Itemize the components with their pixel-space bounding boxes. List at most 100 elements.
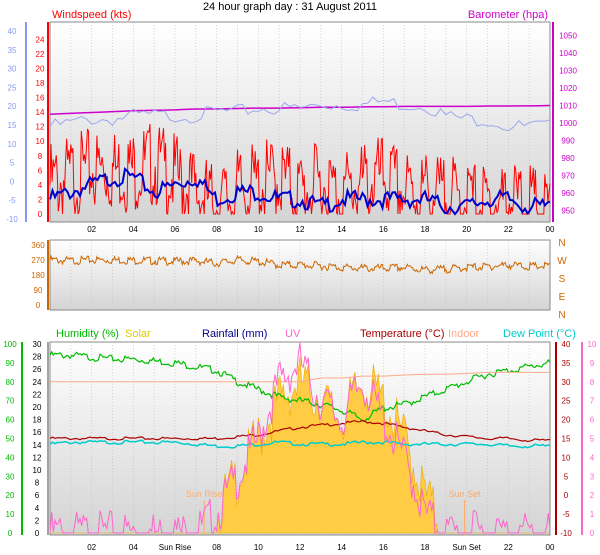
baro-tick-label: 1050 (559, 32, 577, 41)
humidity-tick-label: 90 (6, 359, 15, 368)
uv-tick-label: 8 (590, 378, 595, 387)
humidity-tick-label: 40 (6, 453, 15, 462)
uv-tick-label: 1 (590, 510, 595, 519)
indoor-temp-line (50, 371, 550, 383)
temp-right-tick-label: 25 (562, 397, 571, 406)
wind-outer-tick-label: 40 (8, 27, 17, 36)
x-tick-label: 04 (129, 225, 138, 234)
temp-left-tick-label: 12 (33, 453, 42, 462)
legend-label: Solar (125, 328, 151, 340)
compass-tick-label: N (558, 310, 565, 321)
legend-label: Rainfall (mm) (202, 328, 267, 340)
wind-outer-tick-label: -10 (6, 215, 18, 224)
uv-tick-label: 4 (590, 453, 595, 462)
temp-left-tick-label: 28 (33, 353, 42, 362)
compass-tick-label: E (559, 292, 566, 303)
x-tick-label-bottom: 16 (379, 543, 388, 552)
wind-tick-label: 24 (36, 35, 45, 44)
x-tick-label: 06 (171, 225, 180, 234)
legend-label: Dew Point (°C) (503, 328, 576, 340)
uv-tick-label: 10 (588, 340, 597, 349)
wind-tick-label: 0 (38, 210, 43, 219)
chart-title: 24 hour graph day : 31 August 2011 (203, 1, 377, 13)
x-tick-label: 00 (546, 225, 555, 234)
compass-tick-label: N (558, 238, 565, 249)
direction-tick-label: 270 (31, 256, 45, 265)
compass-tick-label: W (557, 256, 567, 267)
x-tick-label: 20 (462, 225, 471, 234)
x-tick-label-bottom: Sun Set (452, 543, 481, 552)
baro-tick-label: 1000 (559, 119, 577, 128)
sun-marker-label: Sun Set (449, 489, 482, 499)
wind-outer-tick-label: 35 (8, 46, 17, 55)
temp-left-tick-label: 24 (33, 378, 42, 387)
x-tick-label-bottom: Sun Rise (159, 543, 192, 552)
uv-line (49, 342, 551, 535)
temp-right-tick-label: 5 (564, 472, 569, 481)
wind-tick-label: 14 (36, 108, 45, 117)
temp-left-tick-label: 20 (33, 403, 42, 412)
dew-point-line (49, 439, 551, 449)
x-tick-label: 10 (254, 225, 263, 234)
x-tick-label-bottom: 22 (504, 543, 513, 552)
x-tick-label-bottom: 14 (337, 543, 346, 552)
baro-tick-label: 980 (561, 154, 575, 163)
uv-tick-label: 9 (590, 359, 595, 368)
x-tick-label-bottom: 08 (212, 543, 221, 552)
x-tick-label-bottom: 10 (254, 543, 263, 552)
x-tick-label-bottom: 12 (296, 543, 305, 552)
baro-tick-label: 1020 (559, 84, 577, 93)
uv-tick-label: 7 (590, 397, 595, 406)
baro-tick-label: 1040 (559, 49, 577, 58)
legend-label: Indoor (448, 328, 480, 340)
temp-right-tick-label: 10 (562, 453, 571, 462)
temp-left-tick-label: 30 (33, 340, 42, 349)
temp-left-tick-label: 0 (35, 529, 40, 538)
wind-tick-label: 10 (36, 137, 45, 146)
x-tick-label: 12 (296, 225, 305, 234)
direction-tick-label: 360 (31, 241, 45, 250)
legend-label: Humidity (%) (56, 328, 119, 340)
humidity-tick-label: 30 (6, 472, 15, 481)
wind-outer-tick-label: 10 (8, 140, 17, 149)
temperature-line (49, 419, 551, 443)
direction-tick-label: 0 (36, 301, 41, 310)
temp-right-tick-label: 20 (562, 416, 571, 425)
uv-tick-label: 6 (590, 416, 595, 425)
wind-outer-tick-label: 25 (8, 83, 17, 92)
baro-tick-label: 950 (561, 207, 575, 216)
direction-tick-label: 90 (34, 286, 43, 295)
baro-tick-label: 990 (561, 137, 575, 146)
temp-right-tick-label: 35 (562, 359, 571, 368)
wind-outer-tick-label: 15 (8, 121, 17, 130)
direction-plot-area (49, 239, 551, 311)
direction-line (49, 254, 551, 275)
direction-tick-label: 180 (31, 271, 45, 280)
x-tick-label: 02 (87, 225, 96, 234)
temp-left-tick-label: 4 (35, 504, 40, 513)
wind-tick-label: 20 (36, 64, 45, 73)
wind-tick-label: 12 (36, 123, 45, 132)
wind-outer-tick-label: -5 (8, 196, 16, 205)
humidity-tick-label: 10 (6, 510, 15, 519)
uv-tick-label: 0 (590, 529, 595, 538)
gust-line (49, 96, 551, 132)
humidity-tick-label: 0 (8, 529, 13, 538)
baro-axis-title: Barometer (hpa) (468, 9, 548, 21)
compass-tick-label: S (559, 274, 566, 285)
uv-tick-label: 5 (590, 435, 595, 444)
wind-outer-tick-label: 0 (10, 177, 15, 186)
baro-tick-label: 1030 (559, 67, 577, 76)
wind-tick-label: 8 (38, 152, 43, 161)
uv-tick-label: 3 (590, 472, 595, 481)
wind-outer-tick-label: 20 (8, 102, 17, 111)
windspeed-line (49, 123, 551, 216)
humidity-tick-label: 50 (6, 435, 15, 444)
temp-left-tick-label: 6 (35, 491, 40, 500)
humidity-tick-label: 80 (6, 378, 15, 387)
temp-right-tick-label: -10 (560, 529, 572, 538)
legend-label: Temperature (°C) (360, 328, 444, 340)
humidity-line (49, 350, 551, 423)
temp-right-tick-label: 15 (562, 435, 571, 444)
